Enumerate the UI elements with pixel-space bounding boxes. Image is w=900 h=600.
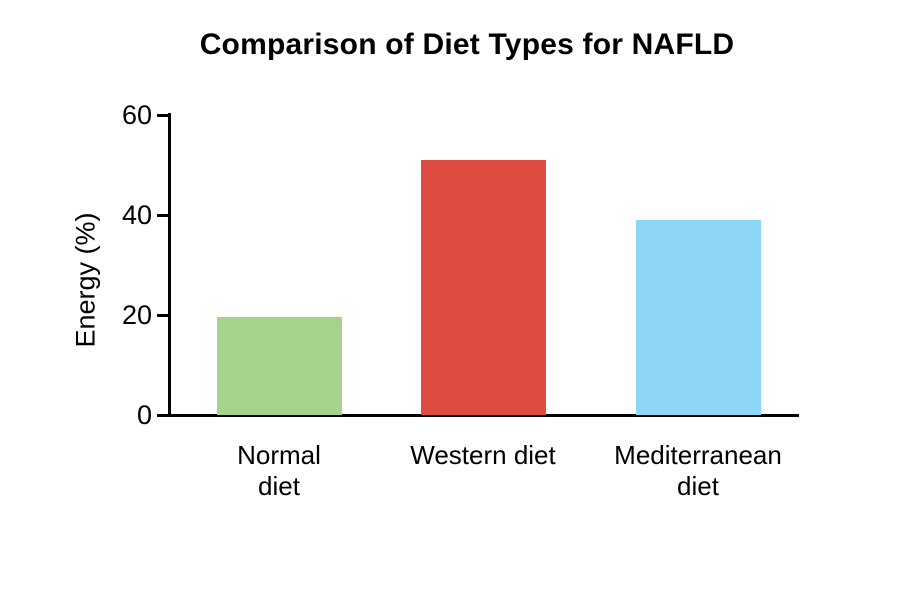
y-tick-mark <box>157 113 169 117</box>
x-axis-line <box>161 414 799 417</box>
x-tick-label: Mediterranean diet <box>614 440 782 501</box>
x-tick-label: Normal diet <box>237 440 321 501</box>
y-tick-label: 40 <box>121 200 152 230</box>
y-tick-mark <box>157 313 169 317</box>
bar-normal-diet <box>216 316 342 415</box>
bar-western-diet <box>420 160 546 415</box>
chart-title: Comparison of Diet Types for NAFLD <box>199 28 735 61</box>
y-tick-label: 20 <box>121 300 152 330</box>
y-tick-label: 60 <box>121 100 152 130</box>
y-tick-mark <box>157 413 169 417</box>
y-tick-label: 0 <box>136 400 152 430</box>
y-tick-mark <box>157 213 169 217</box>
bar-mediterranean-diet <box>635 220 761 415</box>
y-axis-line <box>168 113 171 417</box>
x-tick-label: Western diet <box>410 440 556 470</box>
